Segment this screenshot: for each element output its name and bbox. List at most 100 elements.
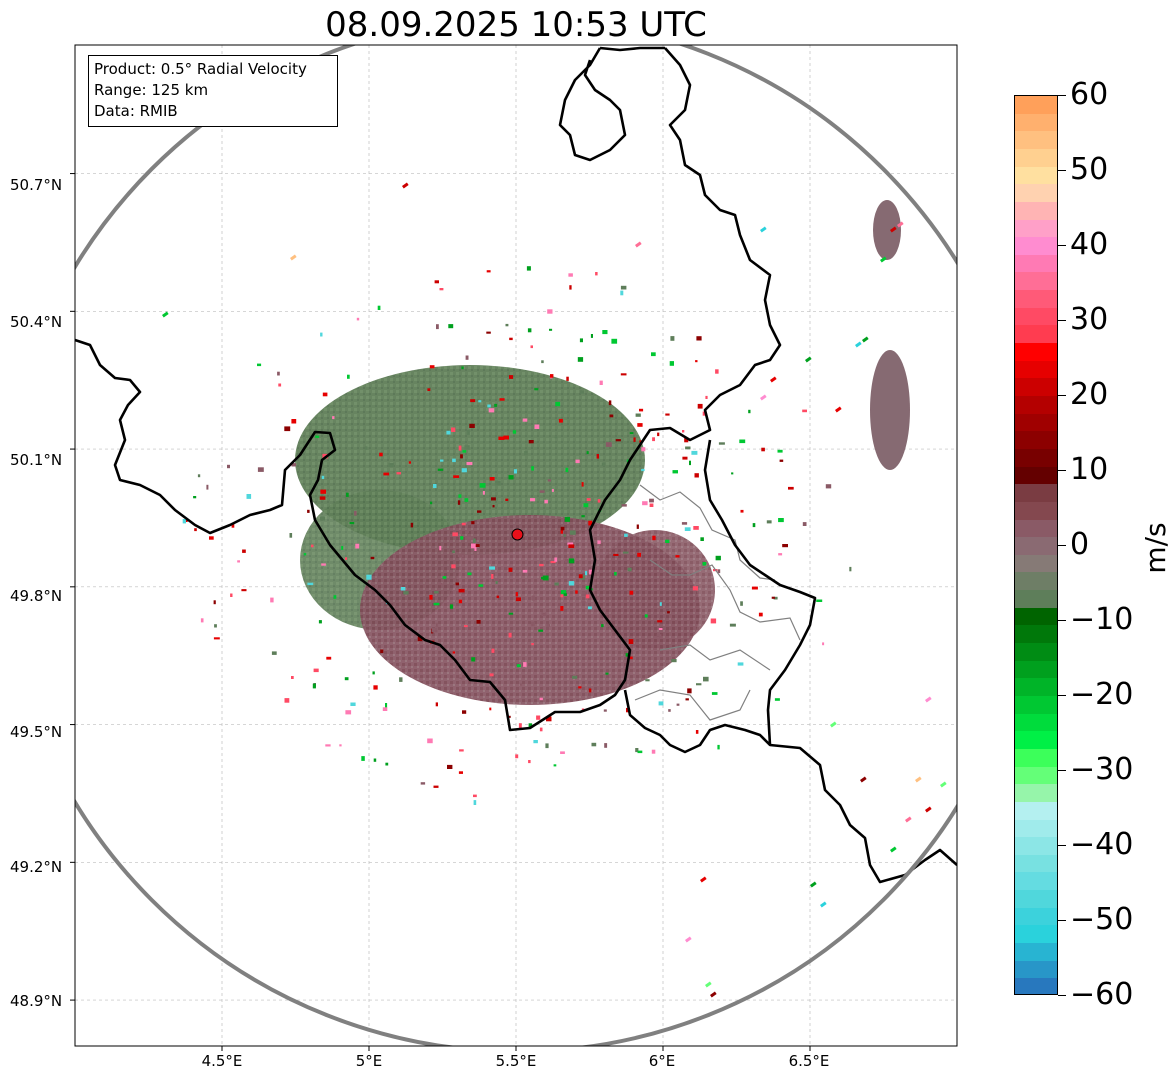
velocity-speckle	[588, 688, 592, 693]
velocity-speckle	[528, 440, 534, 444]
velocity-speckle	[213, 637, 220, 640]
velocity-speckle	[194, 528, 197, 532]
velocity-speckle	[440, 459, 444, 462]
velocity-speckle	[684, 936, 692, 943]
velocity-speckle	[546, 624, 550, 627]
velocity-speckle	[320, 489, 327, 494]
velocity-speckles	[162, 182, 947, 998]
colorbar-segment	[1015, 537, 1057, 556]
velocity-speckle	[270, 597, 274, 603]
velocity-speckle	[162, 311, 169, 318]
velocity-speckle	[473, 800, 477, 805]
velocity-speckle	[685, 446, 691, 450]
velocity-speckle	[597, 499, 601, 503]
velocity-speckle	[635, 413, 641, 417]
velocity-speckle	[563, 593, 567, 596]
velocity-speckle	[460, 536, 464, 540]
velocity-speckle	[473, 538, 476, 543]
velocity-speckle	[581, 515, 585, 518]
data-source-label: Data: RMIB	[94, 102, 178, 120]
velocity-echoes	[162, 182, 947, 998]
velocity-speckle	[637, 750, 643, 754]
velocity-speckle	[541, 576, 547, 580]
velocity-speckle	[479, 483, 486, 488]
velocity-speckle	[379, 452, 383, 457]
velocity-speckle	[604, 743, 608, 748]
velocity-speckle	[478, 584, 484, 587]
velocity-speckle	[623, 551, 629, 554]
velocity-speckle	[290, 254, 297, 261]
velocity-speckle	[581, 600, 586, 604]
velocity-speckle	[774, 698, 780, 701]
colorbar-segment	[1015, 554, 1057, 574]
velocity-speckle	[862, 336, 869, 343]
colorbar-segment	[1015, 325, 1057, 345]
velocity-speckle	[572, 675, 578, 679]
velocity-speckle	[761, 447, 765, 452]
velocity-speckle	[575, 590, 578, 594]
velocity-speckle	[515, 754, 519, 759]
velocity-speckle	[373, 685, 378, 690]
velocity-speckle	[591, 742, 597, 747]
velocity-speckle	[465, 355, 469, 360]
velocity-speckle	[487, 404, 491, 408]
velocity-speckle	[924, 696, 932, 703]
velocity-speckle	[509, 375, 514, 379]
velocity-speckle	[563, 534, 566, 537]
velocity-speckle	[854, 341, 862, 348]
velocity-speckle	[564, 558, 569, 563]
colorbar-segment	[1015, 854, 1057, 874]
velocity-speckle	[569, 285, 572, 290]
velocity-speckle	[649, 503, 654, 507]
velocity-speckle	[700, 537, 704, 541]
velocity-speckle	[579, 338, 583, 343]
velocity-speckle	[849, 566, 852, 572]
axis-ticks	[70, 173, 811, 1051]
colorbar-segment	[1015, 360, 1057, 380]
velocity-speckle	[237, 560, 240, 563]
velocity-speckle	[580, 390, 585, 394]
velocity-speckle	[498, 436, 505, 440]
velocity-speckle	[802, 409, 807, 413]
velocity-speckle	[703, 676, 709, 682]
colorbar-tick-mark	[1058, 395, 1066, 396]
velocity-speckle	[782, 544, 788, 548]
velocity-speckle	[627, 567, 632, 572]
velocity-speckle	[560, 594, 564, 598]
colorbar-segment	[1015, 590, 1057, 609]
velocity-speckle	[307, 509, 310, 513]
velocity-speckle	[636, 524, 639, 529]
velocity-speckle	[427, 388, 431, 391]
radar-site-marker[interactable]	[511, 528, 524, 541]
velocity-speckle	[717, 744, 720, 750]
velocity-speckle	[581, 591, 587, 597]
velocity-speckle	[489, 566, 495, 570]
velocity-speckle	[778, 553, 783, 556]
velocity-speckle	[448, 324, 454, 329]
velocity-speckle	[313, 668, 319, 673]
velocity-speckle	[508, 612, 514, 615]
colorbar-tick-label: 60	[1070, 77, 1109, 112]
velocity-speckle	[609, 414, 614, 418]
velocity-speckle	[284, 426, 291, 432]
velocity-speckle	[461, 468, 467, 473]
velocity-speckle	[568, 544, 575, 548]
velocity-colorbar	[1014, 95, 1058, 995]
velocity-speckle	[671, 659, 677, 663]
colorbar-tick-label: 0	[1070, 527, 1090, 562]
velocity-speckle	[321, 475, 325, 479]
velocity-speckle	[512, 430, 517, 434]
velocity-speckle	[508, 715, 511, 718]
velocity-speckle	[670, 336, 675, 341]
colorbar-segment	[1015, 201, 1057, 221]
velocity-speckle	[555, 401, 561, 407]
velocity-speckle	[564, 517, 570, 522]
velocity-speckle	[523, 662, 527, 667]
lat-label-2: 50.1°N	[10, 451, 63, 469]
lat-label-6: 48.9°N	[10, 992, 63, 1010]
velocity-speckle	[759, 226, 767, 233]
colorbar-tick-mark	[1058, 695, 1066, 696]
velocity-speckle	[587, 606, 592, 610]
colorbar-segment	[1015, 625, 1057, 645]
